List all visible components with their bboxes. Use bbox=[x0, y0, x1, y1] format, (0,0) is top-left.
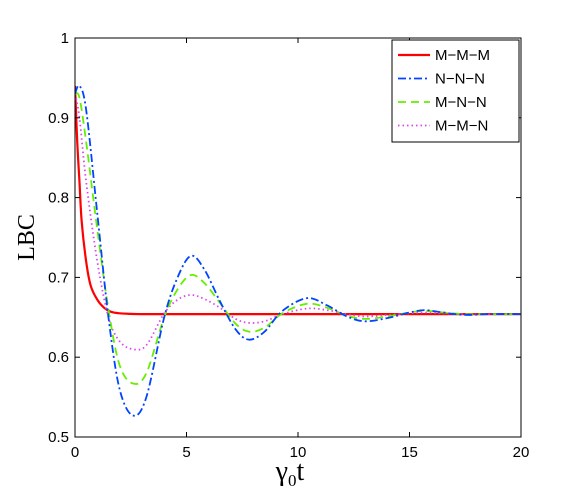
series-line-3 bbox=[75, 92, 521, 385]
x-axis-label-main: γ bbox=[275, 456, 288, 487]
legend: M−M−M N−N−N M−N−N M−M−N bbox=[391, 39, 520, 143]
legend-label: M−M−N bbox=[435, 118, 488, 135]
x-tick-label: 15 bbox=[401, 444, 418, 461]
x-tick-label: 20 bbox=[513, 444, 530, 461]
y-axis-label: LBC bbox=[14, 214, 40, 261]
x-axis-label: γ0t bbox=[275, 456, 305, 490]
x-tick-label: 5 bbox=[182, 444, 190, 461]
legend-box bbox=[391, 39, 520, 143]
ticks-layer: 0 5 10 15 20 0.5 0.6 0.7 0.8 0.9 1 bbox=[48, 30, 529, 461]
y-tick-label: 0.9 bbox=[48, 110, 69, 127]
x-tick-label: 0 bbox=[71, 444, 79, 461]
y-tick-label: 0.8 bbox=[48, 190, 69, 207]
series-line-2 bbox=[75, 84, 521, 417]
y-tick-label: 1 bbox=[61, 30, 69, 47]
x-axis-label-subscript: 0 bbox=[288, 471, 297, 490]
y-tick-label: 0.5 bbox=[48, 429, 69, 446]
series-layer bbox=[75, 84, 521, 417]
x-axis-label-suffix: t bbox=[297, 456, 305, 487]
series-line-4 bbox=[75, 93, 521, 351]
legend-label: M−M−M bbox=[435, 47, 490, 64]
x-tick-label: 10 bbox=[290, 444, 307, 461]
y-tick-label: 0.7 bbox=[48, 269, 69, 286]
legend-label: M−N−N bbox=[435, 94, 487, 111]
legend-label: N−N−N bbox=[435, 71, 485, 88]
y-tick-label: 0.6 bbox=[48, 349, 69, 366]
